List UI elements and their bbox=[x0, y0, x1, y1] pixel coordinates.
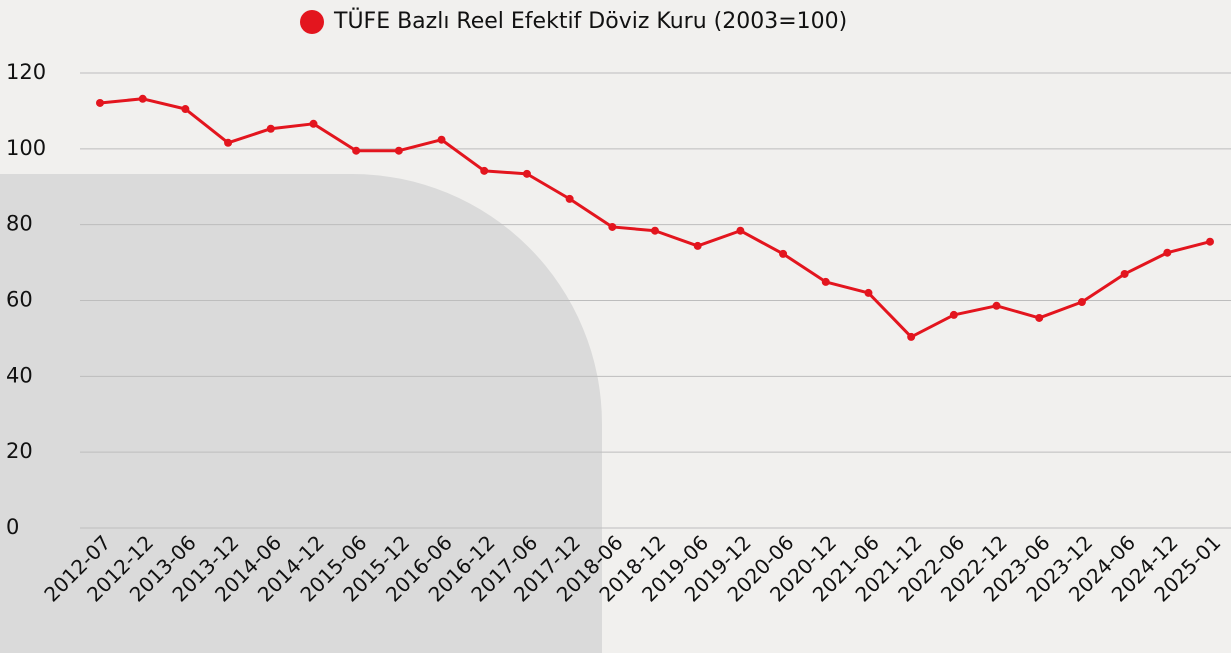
point bbox=[821, 277, 830, 286]
y-tick-label: 100 bbox=[6, 136, 46, 160]
point bbox=[224, 138, 233, 147]
point bbox=[693, 241, 702, 250]
point bbox=[1120, 269, 1129, 278]
y-tick-label: 40 bbox=[6, 363, 33, 387]
point bbox=[949, 310, 958, 319]
point bbox=[309, 119, 318, 128]
legend-marker bbox=[300, 10, 324, 34]
point bbox=[437, 135, 446, 144]
point bbox=[480, 166, 489, 175]
point bbox=[266, 124, 275, 133]
point bbox=[138, 94, 147, 103]
y-tick-label: 20 bbox=[6, 439, 33, 463]
point bbox=[394, 146, 403, 155]
point bbox=[181, 105, 190, 114]
point bbox=[1035, 313, 1044, 322]
point bbox=[992, 301, 1001, 310]
point bbox=[779, 249, 788, 258]
point bbox=[565, 194, 574, 203]
point bbox=[522, 169, 531, 178]
point bbox=[1077, 298, 1086, 307]
y-tick-label: 60 bbox=[6, 288, 33, 312]
point bbox=[96, 98, 104, 107]
point bbox=[907, 332, 916, 341]
point bbox=[352, 146, 361, 155]
point bbox=[1206, 237, 1214, 246]
y-tick-label: 0 bbox=[6, 515, 19, 539]
point bbox=[651, 226, 659, 235]
point bbox=[864, 288, 873, 297]
y-tick-label: 80 bbox=[6, 212, 33, 236]
y-tick-label: 120 bbox=[6, 60, 46, 84]
point bbox=[736, 226, 745, 235]
background-shape bbox=[0, 174, 602, 653]
legend-label: TÜFE Bazlı Reel Efektif Döviz Kuru (2003… bbox=[333, 8, 847, 34]
point bbox=[608, 222, 617, 231]
point bbox=[1163, 248, 1172, 257]
